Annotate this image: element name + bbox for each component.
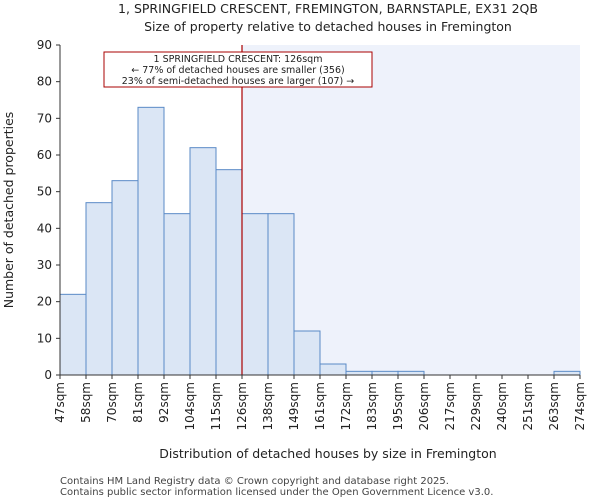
y-tick-label: 0 [44,368,52,382]
x-tick-label: 217sqm [443,382,457,430]
chart-title-line2: Size of property relative to detached ho… [144,19,512,34]
bar-138sqm [267,213,295,376]
x-tick-label: 58sqm [79,382,93,423]
x-tick-label: 195sqm [391,382,405,430]
bar-172sqm [345,370,373,376]
bar-115sqm [215,169,243,376]
bar-58sqm [85,202,113,376]
footer-line2: Contains public sector information licen… [60,487,493,498]
x-tick-label: 104sqm [183,382,197,430]
x-tick-label: 274sqm [573,382,587,430]
right-of-marker-region [242,45,580,375]
annotation-border [103,51,373,88]
y-tick-label: 90 [37,38,52,52]
y-tick-label: 80 [37,75,52,89]
y-ticks-group: 0 10 20 30 40 50 60 70 80 90 [37,38,60,382]
bar-161sqm [319,363,347,376]
footer-line1: Contains HM Land Registry data © Crown c… [60,476,449,487]
x-tick-label: 172sqm [339,382,353,430]
y-tick-label: 60 [37,148,52,162]
x-tick-label: 263sqm [547,382,561,430]
x-tick-label: 138sqm [261,382,275,430]
y-tick-label: 70 [37,111,52,125]
x-tick-label: 183sqm [365,382,379,430]
bar-126sqm [241,213,269,376]
x-ticks-group: 47sqm 58sqm 70sqm 81sqm 92sqm 104sqm 115sqm 126… [53,375,587,430]
y-tick-label: 30 [37,258,52,272]
bar-195sqm [397,370,425,376]
x-tick-label: 251sqm [521,382,535,430]
annotation-line3: 23% of semi-detached houses are larger (… [122,76,355,87]
bar-81sqm [137,106,165,376]
bar-149sqm [293,330,321,376]
x-tick-label: 229sqm [469,382,483,430]
annotation-box: 1 SPRINGFIELD CRESCENT: 126sqm ← 77% of … [103,51,373,88]
x-axis-label: Distribution of detached houses by size … [159,446,496,461]
y-tick-label: 50 [37,185,52,199]
bar-47sqm [59,293,87,376]
x-tick-label: 92sqm [157,382,171,423]
bar-70sqm [111,180,139,376]
annotation-line1: 1 SPRINGFIELD CRESCENT: 126sqm [154,54,323,65]
x-tick-label: 161sqm [313,382,327,430]
x-tick-label: 206sqm [417,382,431,430]
y-tick-label: 20 [37,295,52,309]
bar-92sqm [163,213,191,376]
y-axis-label: Number of detached properties [1,112,16,309]
x-tick-label: 126sqm [235,382,249,430]
annotation-line2: ← 77% of detached houses are smaller (35… [131,65,344,76]
bar-104sqm [189,147,217,376]
y-tick-label: 40 [37,221,52,235]
x-tick-label: 81sqm [131,382,145,423]
bar-263sqm [553,370,581,376]
y-tick-label: 10 [37,331,52,345]
bar-183sqm [371,370,399,376]
x-tick-label: 70sqm [105,382,119,423]
bars-group [59,106,581,376]
x-tick-label: 149sqm [287,382,301,430]
chart-title-line1: 1, SPRINGFIELD CRESCENT, FREMINGTON, BAR… [118,1,538,16]
x-tick-label: 47sqm [53,382,67,423]
x-tick-label: 115sqm [209,382,223,430]
x-tick-label: 240sqm [495,382,509,430]
